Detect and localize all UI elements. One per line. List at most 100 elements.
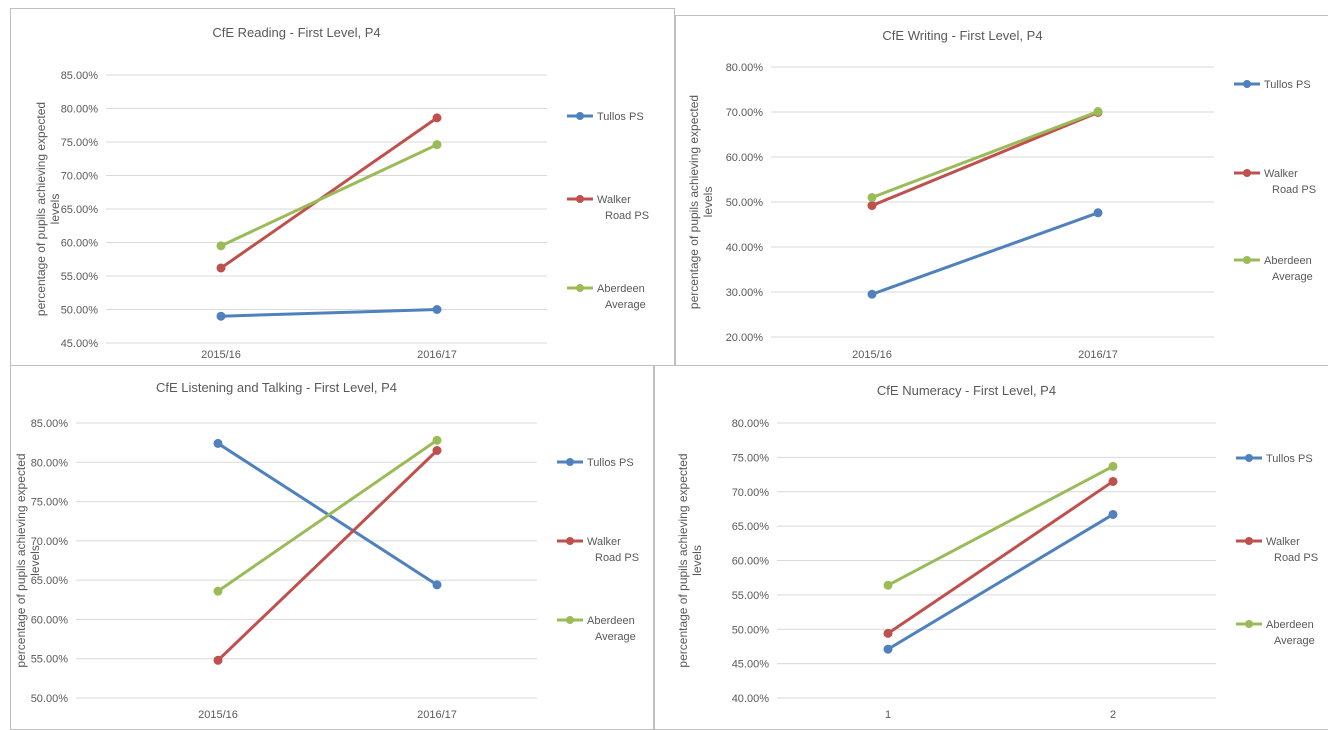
y-tick-label: 70.00%	[726, 107, 764, 119]
legend-label: Tullos PS	[1266, 453, 1313, 465]
series-line-0	[220, 308, 438, 318]
y-tick-label: 65.00%	[31, 575, 69, 587]
y-axis-label-line1: percentage of pupils achieving expected	[676, 453, 690, 667]
x-tick-label: 2016/17	[1078, 349, 1118, 361]
legend-marker	[1245, 537, 1253, 545]
data-point	[213, 586, 223, 596]
y-tick-label: 55.00%	[732, 590, 770, 602]
legend-marker	[1245, 454, 1253, 462]
x-tick-label: 2015/16	[198, 709, 238, 721]
x-tick-label: 2015/16	[852, 349, 892, 361]
y-tick-label: 70.00%	[31, 536, 69, 548]
series-line-2	[220, 143, 438, 248]
y-axis-label-line2: levels	[28, 545, 42, 576]
legend-label: Aberdeen Average	[597, 283, 646, 311]
y-tick-label: 80.00%	[732, 418, 770, 430]
y-tick-label: 30.00%	[726, 287, 764, 299]
legend-label: Aberdeen Average	[1264, 255, 1313, 283]
series-line-1	[220, 116, 438, 270]
legend-label: Aberdeen Average	[587, 615, 636, 643]
chart-title: CfE Writing - First Level, P4	[882, 28, 1042, 43]
data-point	[883, 644, 893, 654]
y-axis-label-group: percentage of pupils achieving expected l…	[14, 453, 42, 667]
legend-marker	[1243, 256, 1251, 264]
y-tick-label: 50.00%	[31, 693, 69, 705]
y-tick-label: 40.00%	[726, 242, 764, 254]
chart-title: CfE Listening and Talking - First Level,…	[156, 380, 397, 395]
y-axis-label-line1: percentage of pupils achieving expected	[34, 102, 48, 316]
y-tick-label: 65.00%	[732, 521, 770, 533]
data-point	[432, 140, 442, 150]
legend-label: Tullos PS	[587, 457, 634, 469]
data-point	[216, 263, 226, 273]
data-point	[1093, 208, 1103, 218]
y-axis-label-group: percentage of pupils achieving expected l…	[676, 453, 704, 667]
y-tick-label: 50.00%	[732, 624, 770, 636]
x-tick-label: 2016/17	[417, 349, 457, 361]
legend-label: Walker Road PS	[1266, 536, 1318, 564]
y-tick-label: 45.00%	[61, 338, 99, 350]
chart-panel-reading: CfE Reading - First Level, P4 45.00% 50.00…	[10, 8, 675, 366]
legend-marker	[576, 112, 584, 120]
y-tick-label: 60.00%	[732, 556, 770, 568]
data-point	[883, 628, 893, 638]
legend-label: Walker Road PS	[597, 194, 649, 222]
chart-numeracy: CfE Numeracy - First Level, P4 40.00% 45.0…	[676, 383, 1318, 721]
data-point	[213, 438, 223, 448]
series-line-0	[887, 513, 1114, 651]
legend-label: Walker Road PS	[587, 536, 639, 564]
y-tick-label: 60.00%	[61, 238, 99, 250]
y-tick-label: 60.00%	[726, 152, 764, 164]
y-tick-label: 75.00%	[732, 452, 770, 464]
data-point	[1108, 509, 1118, 519]
legend-label: Tullos PS	[1264, 79, 1311, 91]
y-axis-label-line2: levels	[48, 194, 62, 225]
data-point	[213, 655, 223, 665]
y-tick-label: 55.00%	[31, 654, 69, 666]
chart-reading: CfE Reading - First Level, P4 45.00% 50.00…	[34, 25, 649, 361]
data-point	[1108, 461, 1118, 471]
series-line-1	[216, 449, 439, 662]
data-point	[867, 201, 877, 211]
y-tick-label: 55.00%	[61, 271, 99, 283]
chart-panel-listening-talking: CfE Listening and Talking - First Level,…	[10, 365, 654, 730]
legend-marker	[576, 284, 584, 292]
y-tick-label: 50.00%	[61, 305, 99, 317]
y-tick-label: 75.00%	[31, 497, 69, 509]
x-tick-label: 2016/17	[417, 709, 457, 721]
data-point	[432, 113, 442, 123]
y-tick-label: 60.00%	[31, 614, 69, 626]
legend-label: Tullos PS	[597, 111, 644, 123]
chart-panel-numeracy: CfE Numeracy - First Level, P4 40.00% 45.0…	[654, 365, 1328, 730]
y-axis-label-line1: percentage of pupils achieving expected	[14, 453, 28, 667]
y-tick-label: 20.00%	[726, 332, 764, 344]
y-tick-label: 70.00%	[732, 487, 770, 499]
legend-marker	[566, 537, 574, 545]
legend-marker	[1245, 620, 1253, 628]
y-tick-label: 75.00%	[61, 137, 99, 149]
chart-panel-writing: CfE Writing - First Level, P4 20.00% 30.00…	[675, 15, 1328, 367]
y-tick-label: 80.00%	[31, 457, 69, 469]
x-tick-label: 2015/16	[201, 349, 241, 361]
data-point	[432, 435, 442, 445]
legend-marker	[1243, 80, 1251, 88]
y-tick-label: 80.00%	[726, 62, 764, 74]
data-point	[1108, 476, 1118, 486]
series-line-2	[217, 439, 438, 593]
y-tick-label: 85.00%	[31, 418, 69, 430]
y-axis-label-group: percentage of pupils achieving expected l…	[687, 95, 715, 309]
y-axis-label-line1: percentage of pupils achieving expected	[687, 95, 701, 309]
data-point	[867, 193, 877, 202]
data-point	[432, 446, 442, 455]
y-tick-label: 50.00%	[726, 197, 764, 209]
y-tick-label: 40.00%	[732, 693, 770, 705]
data-point	[1093, 107, 1103, 117]
data-point	[432, 580, 442, 590]
chart-title: CfE Reading - First Level, P4	[212, 25, 380, 40]
legend-marker	[576, 195, 584, 203]
y-axis-label-line2: levels	[701, 187, 715, 218]
data-point	[216, 311, 226, 321]
y-tick-label: 70.00%	[61, 171, 99, 183]
data-point	[883, 580, 893, 590]
series-line-2	[887, 464, 1114, 587]
